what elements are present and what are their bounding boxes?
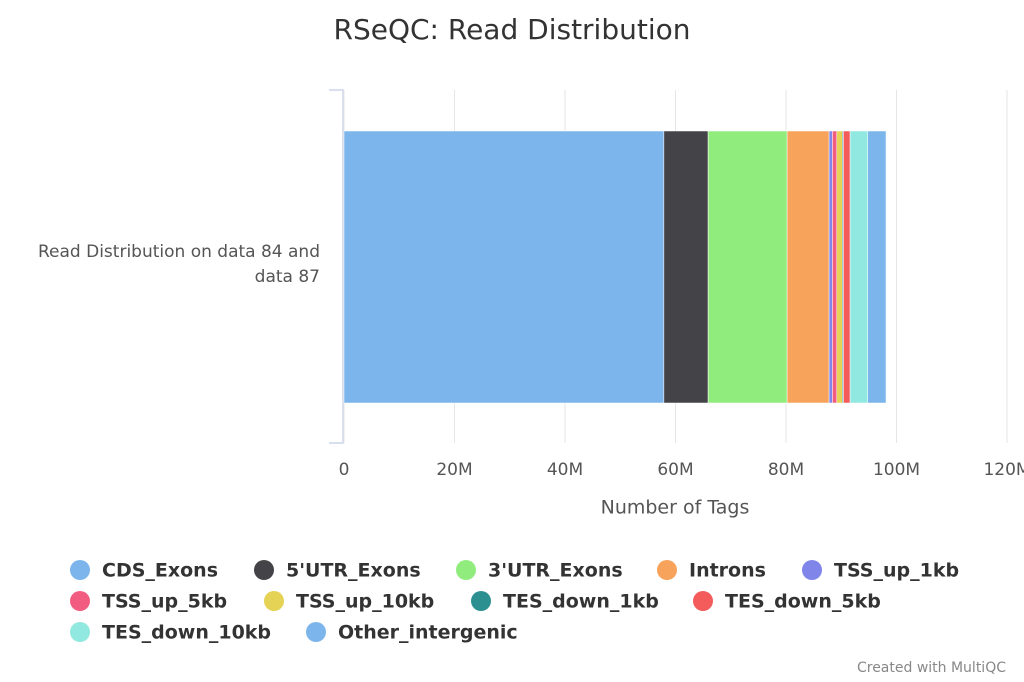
- legend-label: Introns: [689, 560, 766, 582]
- legend-symbol: [70, 560, 90, 580]
- legend-symbol: [306, 622, 326, 642]
- legend-symbol: [70, 591, 90, 611]
- category-label: Read Distribution on data 84 and data 87: [38, 242, 320, 287]
- legend-symbol: [70, 622, 90, 642]
- bar-segment: [828, 130, 833, 404]
- x-tick-label: 0: [339, 460, 350, 480]
- bar-segment: [707, 130, 788, 404]
- legend-symbol: [693, 591, 713, 611]
- y-axis-line: [329, 89, 344, 444]
- x-tick-label: 60M: [657, 460, 693, 480]
- legend-label: 5'UTR_Exons: [286, 560, 421, 582]
- legend-symbol: [264, 591, 284, 611]
- legend-label: TSS_up_10kb: [296, 591, 434, 613]
- bar-segment: [786, 130, 830, 404]
- legend-symbol: [802, 560, 822, 580]
- legend-symbol: [456, 560, 476, 580]
- bar-segment: [843, 130, 851, 404]
- legend-label: TSS_up_1kb: [834, 560, 959, 582]
- x-tick-label: 40M: [547, 460, 583, 480]
- bar-segment: [849, 130, 869, 404]
- legend-label: Other_intergenic: [338, 622, 518, 644]
- x-tick-label: 120M: [983, 460, 1024, 480]
- x-tick-label: 20M: [436, 460, 472, 480]
- legend-label: CDS_Exons: [102, 560, 218, 582]
- bar-segment: [867, 130, 887, 404]
- bar-segment: [343, 130, 665, 404]
- legend-symbol: [657, 560, 677, 580]
- legend-symbol: [254, 560, 274, 580]
- bar-segment: [663, 130, 709, 404]
- chart-title: RSeQC: Read Distribution: [334, 13, 691, 46]
- legend-symbol: [471, 591, 491, 611]
- x-tick-label: 80M: [768, 460, 804, 480]
- legend-label: 3'UTR_Exons: [488, 560, 623, 582]
- legend-label: TES_down_5kb: [725, 591, 881, 613]
- x-tick-label: 100M: [873, 460, 920, 480]
- legend-label: TES_down_10kb: [102, 622, 271, 644]
- bar-segment: [836, 130, 843, 404]
- credit: Created with MultiQC: [857, 660, 1006, 676]
- x-axis-title: Number of Tags: [601, 497, 750, 519]
- legend-label: TSS_up_5kb: [102, 591, 227, 613]
- bar-segment: [832, 130, 838, 404]
- legend-label: TES_down_1kb: [503, 591, 659, 613]
